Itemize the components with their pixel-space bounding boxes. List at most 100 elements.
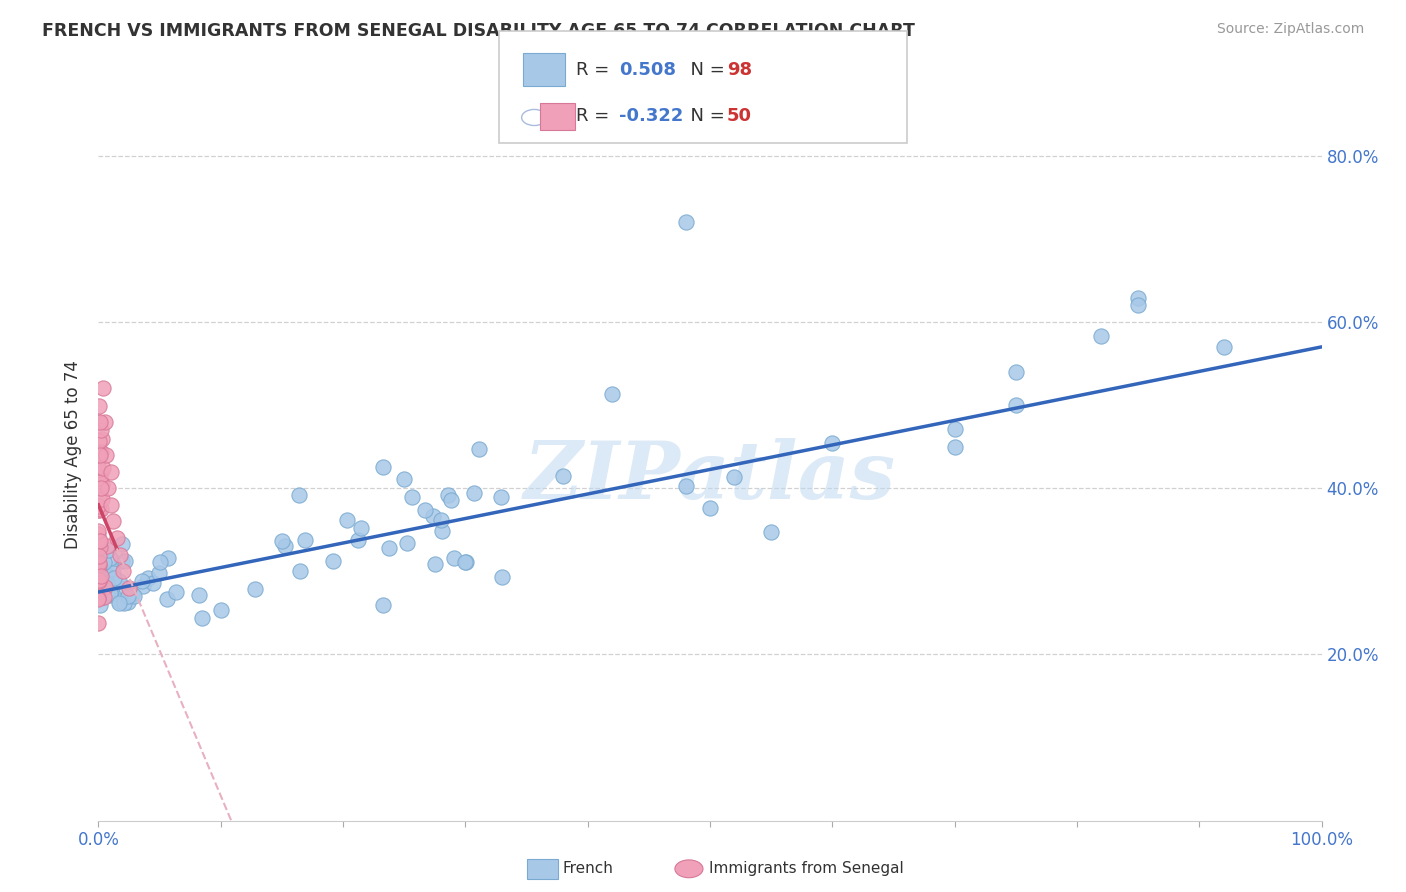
Point <box>122 589 145 603</box>
Point <box>491 570 513 584</box>
Point <box>89 599 111 613</box>
Point <box>96 587 118 601</box>
Point <box>371 598 394 612</box>
Point <box>101 577 124 591</box>
Point <box>90 481 112 495</box>
Point <box>98 551 121 566</box>
Point <box>89 544 111 558</box>
Text: 98: 98 <box>727 61 752 78</box>
Point <box>943 422 966 436</box>
Point <box>87 534 110 549</box>
Point <box>429 513 451 527</box>
Point <box>111 537 134 551</box>
Point <box>288 564 311 578</box>
Point <box>93 566 115 580</box>
Point <box>108 594 131 608</box>
Point <box>111 564 134 578</box>
Point <box>90 491 112 506</box>
Point <box>392 472 416 486</box>
Point <box>89 534 111 549</box>
Point <box>87 446 110 460</box>
Point <box>91 461 114 475</box>
Text: 50: 50 <box>727 107 752 125</box>
Point <box>91 591 114 605</box>
Point <box>401 490 423 504</box>
Point <box>415 503 437 517</box>
Point <box>1128 291 1150 305</box>
Point <box>87 434 110 448</box>
Point <box>91 381 114 395</box>
Point <box>90 445 112 459</box>
Point <box>87 489 110 503</box>
Point <box>89 471 111 485</box>
Point <box>322 554 344 568</box>
Point <box>87 558 110 572</box>
Point <box>100 498 122 512</box>
Point <box>94 580 117 594</box>
Point <box>149 555 172 569</box>
Point <box>117 595 139 609</box>
Point <box>100 465 122 479</box>
Point <box>148 566 170 580</box>
Text: N =: N = <box>679 61 731 78</box>
Point <box>821 435 844 450</box>
Point <box>468 442 491 456</box>
Point <box>87 503 110 517</box>
Point <box>94 448 117 462</box>
Point <box>98 585 121 599</box>
Point <box>270 534 292 549</box>
Point <box>90 465 112 479</box>
Point <box>489 491 512 505</box>
Point <box>107 574 129 588</box>
Point <box>87 591 110 606</box>
Point <box>1212 340 1234 354</box>
Point <box>91 477 114 491</box>
Point <box>87 415 110 429</box>
Point <box>96 543 118 558</box>
Text: Source: ZipAtlas.com: Source: ZipAtlas.com <box>1216 22 1364 37</box>
Point <box>761 524 783 539</box>
Point <box>91 577 114 591</box>
Point <box>98 588 121 602</box>
Point <box>191 610 214 624</box>
Point <box>436 488 458 502</box>
Point <box>112 596 135 610</box>
Point <box>432 524 454 538</box>
Point <box>943 440 966 454</box>
Point <box>89 574 111 589</box>
Point <box>87 502 110 516</box>
Point <box>188 588 211 602</box>
Point <box>440 493 463 508</box>
Point <box>157 550 180 565</box>
Point <box>100 562 122 576</box>
Point <box>245 582 267 596</box>
Point <box>87 569 110 583</box>
Point <box>97 481 120 495</box>
Point <box>90 569 112 583</box>
Point <box>93 415 115 429</box>
Point <box>103 571 125 585</box>
Text: ZIPatlas: ZIPatlas <box>524 438 896 516</box>
Point <box>131 579 153 593</box>
Point <box>274 539 297 553</box>
Point <box>101 576 124 591</box>
Point <box>96 539 118 553</box>
Point <box>456 555 478 569</box>
Point <box>93 555 115 569</box>
Point <box>93 590 115 604</box>
Point <box>87 499 110 513</box>
Point <box>89 448 111 462</box>
Point <box>553 468 575 483</box>
Point <box>94 576 117 591</box>
Point <box>1090 328 1112 343</box>
Point <box>87 549 110 563</box>
Text: French: French <box>562 862 613 876</box>
Point <box>1004 365 1026 379</box>
Point <box>346 533 368 547</box>
Point <box>90 433 112 447</box>
Point <box>675 479 697 493</box>
Point <box>294 533 316 548</box>
Point <box>336 513 359 527</box>
Point <box>89 399 111 413</box>
Point <box>454 555 477 569</box>
